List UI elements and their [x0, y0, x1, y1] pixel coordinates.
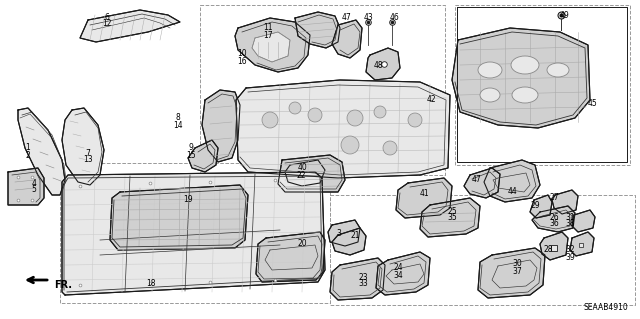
- Text: 42: 42: [426, 94, 436, 103]
- Text: SEAAB4910: SEAAB4910: [583, 303, 628, 312]
- Polygon shape: [464, 168, 500, 198]
- Polygon shape: [278, 155, 345, 192]
- Text: 4: 4: [31, 179, 36, 188]
- Polygon shape: [366, 48, 400, 80]
- Circle shape: [289, 102, 301, 114]
- Polygon shape: [62, 172, 325, 295]
- Text: 11: 11: [263, 24, 273, 33]
- Text: 2: 2: [26, 151, 30, 160]
- Text: 26: 26: [549, 212, 559, 221]
- Polygon shape: [236, 80, 450, 178]
- Circle shape: [374, 106, 386, 118]
- Text: 13: 13: [83, 155, 93, 165]
- Ellipse shape: [511, 56, 539, 74]
- Text: 35: 35: [447, 213, 457, 222]
- Polygon shape: [484, 160, 540, 202]
- Text: 14: 14: [173, 121, 183, 130]
- Text: 30: 30: [512, 259, 522, 269]
- Polygon shape: [256, 232, 325, 282]
- Ellipse shape: [480, 88, 500, 102]
- Text: 9: 9: [189, 144, 193, 152]
- Text: 41: 41: [419, 189, 429, 197]
- Text: 47: 47: [341, 13, 351, 23]
- Text: 23: 23: [358, 272, 368, 281]
- Text: 3: 3: [337, 228, 341, 238]
- Text: 39: 39: [565, 253, 575, 262]
- Polygon shape: [8, 168, 44, 205]
- Ellipse shape: [512, 87, 538, 103]
- Polygon shape: [252, 32, 290, 62]
- Polygon shape: [552, 190, 578, 214]
- Text: 45: 45: [588, 99, 598, 108]
- Circle shape: [262, 112, 278, 128]
- Text: 17: 17: [263, 31, 273, 40]
- Text: 20: 20: [297, 240, 307, 249]
- Polygon shape: [235, 18, 310, 72]
- Polygon shape: [332, 228, 366, 255]
- Text: 43: 43: [364, 13, 374, 23]
- Text: 34: 34: [393, 271, 403, 279]
- Text: 32: 32: [565, 246, 575, 255]
- Polygon shape: [530, 195, 552, 218]
- Text: 21: 21: [350, 231, 360, 240]
- Text: 6: 6: [104, 12, 109, 21]
- Text: 36: 36: [549, 219, 559, 228]
- Text: 15: 15: [186, 151, 196, 160]
- Text: 27: 27: [549, 192, 559, 202]
- Polygon shape: [295, 12, 340, 48]
- Polygon shape: [62, 108, 104, 185]
- Text: 49: 49: [559, 11, 569, 19]
- Text: 47: 47: [472, 175, 482, 184]
- Circle shape: [347, 110, 363, 126]
- Text: 10: 10: [237, 49, 247, 58]
- Text: 12: 12: [102, 19, 112, 28]
- Ellipse shape: [547, 63, 569, 77]
- Text: 5: 5: [31, 186, 36, 195]
- Polygon shape: [452, 28, 590, 128]
- Polygon shape: [396, 178, 452, 218]
- Text: 22: 22: [296, 172, 306, 181]
- Polygon shape: [572, 210, 595, 232]
- Circle shape: [341, 136, 359, 154]
- Text: 24: 24: [393, 263, 403, 272]
- Text: 7: 7: [86, 149, 90, 158]
- Text: 28: 28: [543, 246, 553, 255]
- Text: 16: 16: [237, 56, 247, 65]
- Polygon shape: [328, 220, 360, 246]
- Text: 33: 33: [358, 279, 368, 288]
- Text: 19: 19: [183, 195, 193, 204]
- Polygon shape: [540, 232, 568, 260]
- Circle shape: [408, 113, 422, 127]
- Polygon shape: [478, 248, 545, 298]
- Text: 25: 25: [447, 206, 457, 216]
- Text: 8: 8: [175, 114, 180, 122]
- Text: 1: 1: [26, 144, 30, 152]
- Text: 31: 31: [565, 212, 575, 221]
- Text: 18: 18: [147, 279, 156, 288]
- Text: 44: 44: [507, 188, 517, 197]
- Text: 37: 37: [512, 266, 522, 276]
- Ellipse shape: [478, 62, 502, 78]
- Circle shape: [308, 108, 322, 122]
- Polygon shape: [202, 90, 240, 162]
- Polygon shape: [332, 20, 362, 58]
- Polygon shape: [570, 232, 594, 256]
- Circle shape: [383, 141, 397, 155]
- Text: 40: 40: [298, 164, 308, 173]
- Text: FR.: FR.: [54, 280, 72, 290]
- Text: 46: 46: [389, 13, 399, 23]
- Polygon shape: [420, 198, 480, 237]
- Polygon shape: [18, 108, 65, 195]
- Polygon shape: [330, 258, 385, 300]
- Polygon shape: [80, 10, 180, 42]
- Polygon shape: [376, 252, 430, 295]
- Text: 38: 38: [565, 219, 575, 228]
- Polygon shape: [188, 140, 218, 172]
- Polygon shape: [285, 160, 325, 186]
- Polygon shape: [110, 185, 248, 250]
- Text: 29: 29: [530, 201, 540, 210]
- Text: 48: 48: [373, 62, 383, 70]
- Polygon shape: [532, 206, 575, 232]
